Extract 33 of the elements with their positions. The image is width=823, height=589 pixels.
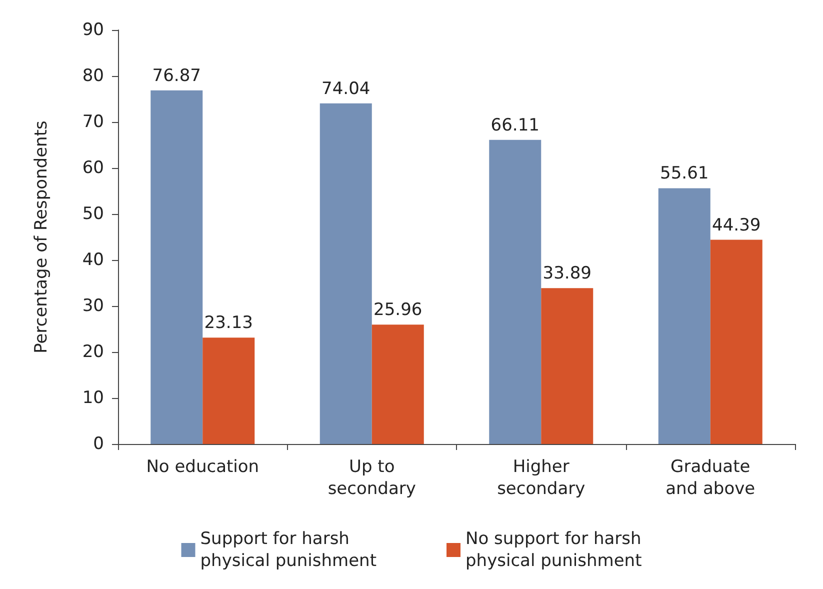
y-tick-label: 50: [82, 204, 104, 224]
y-tick-label: 90: [82, 20, 104, 40]
data-label: 25.96: [374, 300, 422, 320]
x-tick-label: Higher secondary: [497, 457, 586, 499]
bar: [320, 103, 372, 444]
bar: [150, 90, 203, 444]
data-label: 55.61: [660, 164, 709, 184]
x-tick-label: Graduate and above: [666, 457, 756, 499]
y-tick-label: 20: [82, 342, 104, 362]
bar: [658, 188, 710, 444]
y-tick-label: 40: [82, 250, 104, 270]
y-tick-label: 60: [82, 158, 104, 178]
y-tick-label: 10: [82, 388, 104, 408]
bar: [541, 288, 594, 444]
data-label: 23.13: [204, 313, 253, 334]
y-tick-label: 30: [82, 296, 104, 316]
data-label: 66.11: [490, 115, 540, 136]
y-tick-label: 80: [82, 66, 104, 86]
legend-label: Support for harsh physical punishment: [200, 529, 377, 571]
x-tick-label: No education: [146, 457, 260, 477]
legend-label: No support for harsh physical punishment: [466, 529, 642, 571]
data-label: 33.89: [542, 264, 592, 284]
y-tick-label: 0: [93, 434, 104, 454]
y-axis-title: Percentage of Respondents: [32, 120, 52, 354]
bar: [489, 140, 542, 444]
bar: [710, 240, 762, 444]
bar: [372, 324, 424, 444]
bar: [202, 338, 255, 444]
data-label: 44.39: [712, 215, 761, 236]
y-tick-label: 70: [82, 112, 104, 132]
data-label: 76.87: [152, 66, 201, 86]
x-tick-label: Up to secondary: [328, 457, 416, 499]
data-label: 74.04: [322, 78, 370, 99]
